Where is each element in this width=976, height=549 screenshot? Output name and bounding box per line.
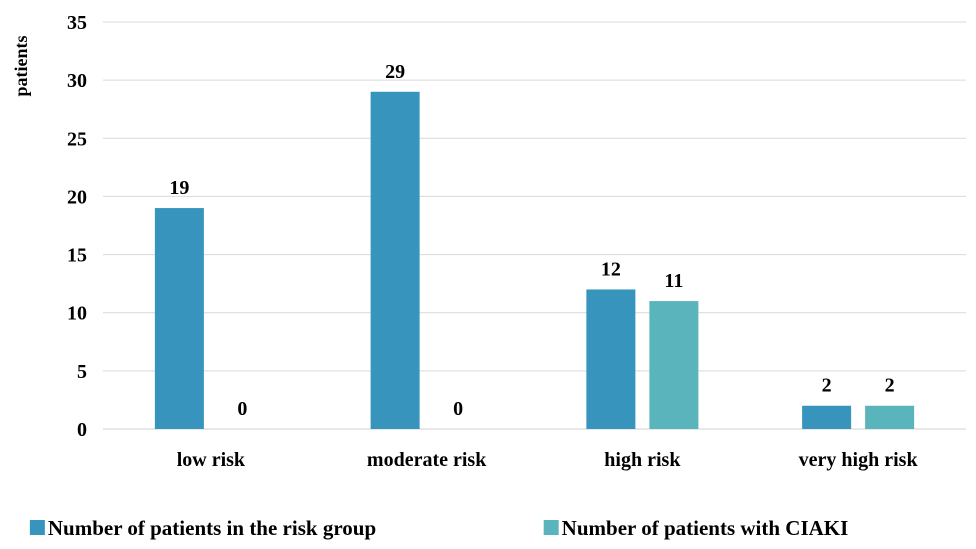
x-category-label: high risk [604, 449, 681, 471]
x-category-label: moderate risk [367, 449, 487, 471]
data-label: 29 [385, 61, 405, 83]
x-category-label: very high risk [799, 449, 919, 471]
bar-series1-moderate-risk [370, 91, 420, 430]
data-label: 0 [237, 398, 247, 420]
legend-label: Number of patients in the risk group [48, 516, 376, 540]
data-labels: 19 0 29 0 12 11 2 2 [169, 61, 894, 420]
y-axis-ticks: 0 5 10 15 20 25 30 35 [67, 12, 87, 441]
y-tick-label: 25 [67, 128, 87, 150]
y-tick-label: 0 [77, 419, 87, 441]
legend-item-1: Number of patients in the risk group [29, 516, 376, 540]
bars [154, 91, 915, 430]
data-label: 0 [453, 398, 463, 420]
data-label: 19 [169, 177, 189, 199]
gridlines [103, 21, 966, 430]
legend: Number of patients in the risk group Numb… [29, 516, 849, 540]
y-tick-label: 10 [67, 303, 87, 325]
y-tick-label: 5 [77, 361, 87, 383]
bar-series1-low-risk [154, 208, 204, 429]
y-tick-label: 15 [67, 245, 87, 267]
y-tick-label: 20 [67, 186, 87, 208]
data-label: 11 [664, 270, 683, 292]
bar-series2-high-risk [649, 301, 699, 429]
bar-series2-very-high-risk [865, 405, 915, 429]
data-label: 2 [822, 375, 832, 397]
data-label: 2 [885, 375, 895, 397]
bar-series1-very-high-risk [802, 405, 852, 429]
y-axis-label: patients [11, 35, 31, 96]
legend-swatch [29, 520, 45, 535]
legend-item-2: Number of patients with CIAKI [543, 516, 849, 540]
data-label: 12 [601, 258, 621, 280]
x-axis-categories: low risk moderate risk high risk very high … [177, 449, 919, 471]
legend-swatch [543, 520, 559, 535]
y-tick-label: 30 [67, 70, 87, 92]
legend-label: Number of patients with CIAKI [562, 516, 849, 540]
y-tick-label: 35 [67, 12, 87, 34]
x-category-label: low risk [177, 449, 246, 471]
bar-series1-high-risk [586, 289, 636, 429]
